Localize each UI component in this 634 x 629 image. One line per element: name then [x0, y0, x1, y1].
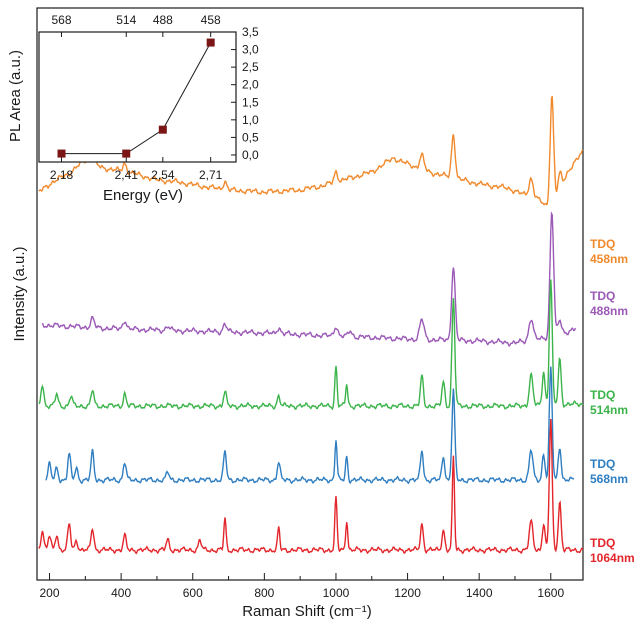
- series-label-name: TDQ: [590, 388, 615, 402]
- series-label-name: TDQ: [590, 289, 615, 303]
- main-x-tick-label: 200: [40, 586, 60, 600]
- inset-x-tick-label: 2,18: [50, 168, 74, 182]
- inset-y-tick-label: 2,5: [242, 60, 259, 74]
- main-x-tick-label: 1600: [537, 586, 564, 600]
- inset-marker: [158, 125, 167, 134]
- inset-y-tick-label: 3,5: [242, 25, 259, 39]
- inset-line: [61, 42, 212, 155]
- inset-top-tick-label: 514: [116, 13, 136, 27]
- series-label-wavelength: 1064nm: [590, 551, 634, 565]
- inset-frame: [38, 31, 237, 163]
- series-label-wavelength: 458nm: [590, 252, 628, 266]
- series-line-514nm: [38, 279, 584, 411]
- series-line-1064nm: [38, 418, 584, 555]
- inset-axes: 2,18 568 2,41 514 2,54 488 2,71 458 0,0 0,5 1,0 1,5…: [50, 13, 259, 182]
- main-x-tick-label: 1200: [394, 586, 421, 600]
- series-labels: TDQ458nmTDQ488nmTDQ514nmTDQ568nmTDQ1064n…: [590, 237, 634, 565]
- series-line-568nm: [45, 366, 575, 485]
- series-label-name: TDQ: [590, 237, 615, 251]
- inset-y-tick-label: 3,0: [242, 43, 259, 57]
- series-line-458nm: [38, 95, 584, 206]
- inset-chart: 2,18 568 2,41 514 2,54 488 2,71 458 0,0 0,5 1,0 1,5…: [7, 13, 259, 204]
- inset-y-tick-label: 2,0: [242, 78, 259, 92]
- inset-top-tick-label: 458: [201, 13, 221, 27]
- main-plot-frame: [36, 7, 584, 581]
- series-label-name: TDQ: [590, 457, 615, 471]
- inset-markers: [57, 38, 215, 158]
- series-label-name: TDQ: [590, 536, 615, 550]
- main-x-tick-label: 800: [254, 586, 274, 600]
- series-label-wavelength: 488nm: [590, 304, 628, 318]
- inset-y-tick-label: 0,5: [242, 130, 259, 144]
- inset-x-tick-label: 2,54: [151, 168, 175, 182]
- inset-y-axis-title: PL Area (a.u.): [7, 50, 24, 142]
- inset-top-tick-label: 488: [153, 13, 173, 27]
- inset-x-tick-label: 2,71: [199, 168, 223, 182]
- inset-x-axis-title: Energy (eV): [103, 187, 183, 204]
- inset-y-tick-label: 1,0: [242, 113, 259, 127]
- main-x-tick-label: 1000: [323, 586, 350, 600]
- main-x-tick-label: 400: [111, 586, 131, 600]
- inset-y-tick-label: 1,5: [242, 95, 259, 109]
- inset-y-tick-label: 0,0: [242, 148, 259, 162]
- inset-x-tick-label: 2,41: [115, 168, 139, 182]
- series-label-wavelength: 568nm: [590, 472, 628, 486]
- series-label-wavelength: 514nm: [590, 403, 628, 417]
- inset-marker: [57, 149, 66, 158]
- inset-top-tick-label: 568: [51, 13, 71, 27]
- main-x-tick-label: 600: [183, 586, 203, 600]
- series-line-488nm: [41, 211, 577, 348]
- main-y-axis-title: Intensity (a.u.): [11, 246, 28, 341]
- inset-marker: [122, 149, 131, 158]
- inset-marker: [206, 38, 215, 47]
- spectra-series: [38, 95, 584, 555]
- main-x-tick-label: 1400: [466, 586, 493, 600]
- main-x-axis: 200 400 600 800 1000 1200 1400 1600: [40, 573, 564, 600]
- main-x-axis-title: Raman Shift (cm⁻¹): [242, 603, 372, 620]
